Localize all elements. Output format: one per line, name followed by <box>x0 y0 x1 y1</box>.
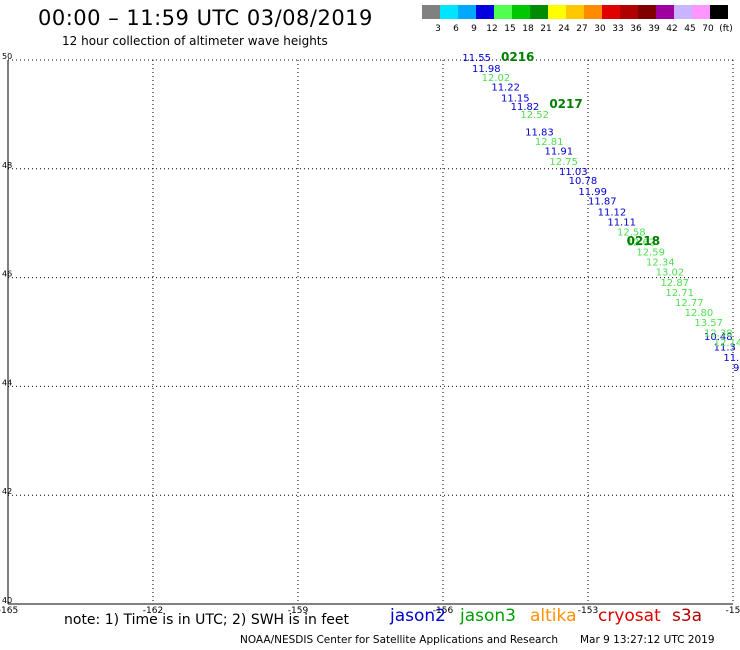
jason2-wave-height-label: 11.15 <box>501 93 530 104</box>
colorbar-svg: 3 6 9 12 15 18 21 24 27 30 33 36 39 42 45 70 (ft) <box>422 5 733 34</box>
y-tick-label: 48 <box>2 161 12 170</box>
legend-cryosat: cryosat <box>598 606 661 626</box>
colorbar-label: 9 <box>471 24 477 34</box>
colorbar-swatch <box>656 5 674 19</box>
colorbar-label: 21 <box>540 24 551 34</box>
jason3-wave-height-label: 12.75 <box>549 157 578 168</box>
colorbar-label: 42 <box>666 24 677 34</box>
jason2-wave-height-label: 11.98 <box>472 64 501 75</box>
jason3-wave-height-label: 12.77 <box>675 298 704 309</box>
jason3-wave-height-label: 12.87 <box>661 278 690 289</box>
jason2-wave-height-label: 11.83 <box>525 128 554 139</box>
colorbar-label: 12 <box>486 24 497 34</box>
jason2-wave-height-label: 11.11 <box>607 217 636 228</box>
jason3-wave-height-label: 12.71 <box>665 288 694 299</box>
colorbar-label: 18 <box>522 24 534 34</box>
colorbar-label: (ft) <box>719 24 732 34</box>
x-tick-label: -153 <box>578 606 598 616</box>
colorbar-label: 45 <box>684 24 695 34</box>
colorbar-label: 6 <box>453 24 459 34</box>
legend-jason2: jason2 <box>390 606 446 626</box>
jason2-wave-height-label: 10.48 <box>704 332 733 343</box>
jason3-wave-height-label: 13.57 <box>694 318 723 329</box>
jason3-wave-height-label: 12.52 <box>520 110 549 121</box>
colorbar-swatch <box>512 5 530 19</box>
jason2-wave-height-label: 9 <box>733 363 739 374</box>
colorbar-swatch <box>692 5 710 19</box>
colorbar-swatch <box>602 5 620 19</box>
jason3-wave-height-label: 12.14 <box>714 338 740 349</box>
pass-time-label: 0218 <box>627 234 660 248</box>
pass-time-label: 0216 <box>501 50 534 64</box>
legend-s3a: s3a <box>672 606 703 626</box>
colorbar-label: 24 <box>558 24 570 34</box>
colorbar-label: 30 <box>594 24 606 34</box>
pass-time-label: 0217 <box>549 97 582 111</box>
colorbar-label: 3 <box>435 24 441 34</box>
colorbar-swatch <box>566 5 584 19</box>
jason3-wave-height-label: 12.62 <box>627 238 656 249</box>
jason3-wave-height-label: 12.80 <box>685 308 714 319</box>
jason2-wave-height-label: 11.12 <box>598 208 627 219</box>
jason3-wave-height-label: 12.81 <box>535 137 564 148</box>
colorbar-swatch <box>458 5 476 19</box>
x-tick-label: -165 <box>0 606 18 616</box>
jason2-wave-height-label: 11.55 <box>462 53 491 64</box>
legend-altika: altika <box>530 606 577 626</box>
colorbar-swatch <box>530 5 548 19</box>
jason3-wave-height-label: 12.02 <box>482 73 511 84</box>
colorbar-label: 70 <box>702 24 714 34</box>
page-title: 00:00 – 11:59 UTC 03/08/2019 <box>38 6 373 30</box>
jason3-wave-height-label: 12.58 <box>617 228 646 239</box>
jason2-wave-height-label: 11.91 <box>545 147 574 158</box>
colorbar-label: 33 <box>612 24 623 34</box>
jason2-wave-height-label: 11.22 <box>491 82 520 93</box>
colorbar-swatch <box>476 5 494 19</box>
y-tick-label: 44 <box>2 378 12 387</box>
colorbar-swatch <box>440 5 458 19</box>
jason2-wave-height-label: 11.03 <box>559 167 588 178</box>
colorbar-swatch <box>710 5 728 19</box>
jason2-wave-height-label: 11.82 <box>511 102 540 113</box>
colorbar-swatch <box>620 5 638 19</box>
legend-jason3: jason3 <box>460 606 516 626</box>
colorbar-swatch <box>494 5 512 19</box>
x-tick-label: -15 <box>726 606 740 616</box>
colorbar-legend: 3 6 9 12 15 18 21 24 27 30 33 36 39 42 45 70 (ft) <box>422 5 733 39</box>
footer-credit: NOAA/NESDIS Center for Satellite Applica… <box>240 634 558 646</box>
jason3-wave-height-label: 12.34 <box>646 258 675 269</box>
y-tick-label: 50 <box>2 52 12 61</box>
y-tick-label: 42 <box>2 487 12 496</box>
jason2-wave-height-label: 10.78 <box>569 176 598 187</box>
jason2-wave-height-label: 11.87 <box>588 197 617 208</box>
colorbar-swatch <box>638 5 656 19</box>
footer-note: note: 1) Time is in UTC; 2) SWH is in fe… <box>64 612 350 628</box>
colorbar-swatch <box>548 5 566 19</box>
colorbar-label: 15 <box>504 24 515 34</box>
colorbar-label: 39 <box>648 24 660 34</box>
colorbar-label: 27 <box>576 24 587 34</box>
jason2-wave-height-label: 11.99 <box>578 187 607 198</box>
footer-timestamp: Mar 9 13:27:12 UTC 2019 <box>580 634 715 646</box>
colorbar-label: 36 <box>630 24 642 34</box>
x-tick-label: -162 <box>143 606 163 616</box>
y-tick-label: 46 <box>2 270 12 279</box>
colorbar-swatch <box>674 5 692 19</box>
jason2-wave-height-label: 11.3 <box>714 342 736 353</box>
jason3-wave-height-label: 12.38 <box>704 328 733 339</box>
jason3-wave-height-label: 13.02 <box>656 267 685 278</box>
x-tick-label: -156 <box>433 606 454 616</box>
colorbar-swatch <box>584 5 602 19</box>
x-tick-label: -159 <box>288 606 309 616</box>
y-tick-label: 40 <box>2 596 12 605</box>
jason3-wave-height-label: 12.59 <box>636 247 665 258</box>
page-subtitle: 12 hour collection of altimeter wave hei… <box>62 34 328 48</box>
jason2-wave-height-label: 11. <box>723 353 739 364</box>
colorbar-swatch <box>422 5 440 19</box>
